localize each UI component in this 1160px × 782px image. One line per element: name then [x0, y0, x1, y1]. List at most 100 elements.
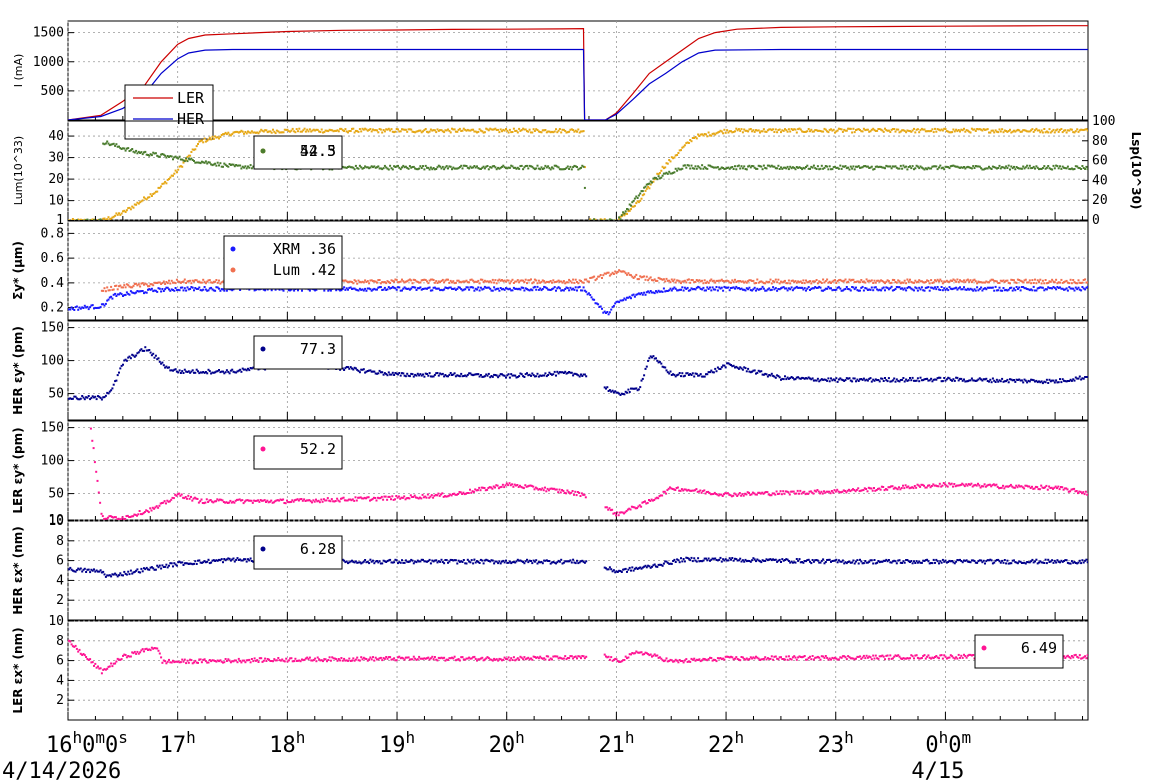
- data-point: [249, 131, 252, 134]
- data-point: [447, 375, 449, 378]
- data-point: [262, 288, 265, 291]
- data-point: [855, 165, 857, 168]
- data-point: [467, 492, 470, 494]
- data-point: [877, 379, 880, 381]
- data-point: [565, 281, 568, 284]
- data-point: [494, 166, 497, 169]
- data-point: [1070, 282, 1073, 285]
- data-point: [961, 166, 964, 169]
- data-point: [851, 380, 854, 383]
- data-point: [1074, 282, 1077, 285]
- data-point: [452, 166, 455, 169]
- data-point: [112, 383, 115, 386]
- data-point: [802, 130, 805, 133]
- data-point: [811, 166, 814, 169]
- data-point: [923, 378, 926, 381]
- data-point: [337, 499, 340, 502]
- data-point: [344, 128, 347, 131]
- data-point: [364, 371, 367, 374]
- data-point: [999, 279, 1002, 282]
- data-point: [578, 279, 581, 282]
- data-point: [548, 130, 551, 133]
- data-point: [349, 166, 352, 169]
- data-point: [599, 218, 602, 220]
- data-point: [682, 280, 685, 283]
- data-point: [207, 368, 210, 371]
- data-point: [798, 127, 801, 130]
- data-point: [225, 369, 228, 372]
- data-point: [709, 493, 712, 496]
- data-point: [447, 167, 449, 170]
- data-point: [628, 273, 631, 276]
- data-point: [137, 513, 140, 516]
- data-point: [433, 129, 436, 132]
- data-point: [223, 372, 226, 375]
- data-point: [199, 162, 202, 165]
- data-point: [130, 515, 133, 518]
- data-point: [760, 165, 763, 168]
- data-point: [938, 128, 940, 131]
- data-point: [129, 516, 132, 518]
- data-point: [569, 492, 571, 495]
- data-point: [200, 498, 203, 501]
- data-point: [830, 282, 832, 284]
- data-point: [751, 130, 754, 133]
- data-point: [1056, 286, 1059, 288]
- data-point: [469, 372, 472, 375]
- data-point: [685, 142, 688, 145]
- data-point: [148, 154, 151, 157]
- data-point: [904, 484, 907, 487]
- data-point: [294, 131, 297, 134]
- data-point: [1050, 486, 1053, 489]
- data-point: [149, 507, 152, 510]
- data-point: [844, 490, 847, 492]
- data-point: [94, 395, 97, 398]
- data-point: [382, 129, 385, 131]
- data-point: [869, 377, 872, 380]
- data-point: [1034, 167, 1036, 170]
- data-point: [402, 164, 405, 167]
- data-point: [358, 371, 361, 374]
- data-point: [361, 127, 364, 130]
- data-point: [926, 377, 929, 380]
- data-point: [569, 165, 572, 168]
- data-point: [1044, 131, 1047, 134]
- data-point: [189, 158, 192, 161]
- data-point: [460, 372, 463, 375]
- data-point: [352, 368, 355, 371]
- data-point: [978, 377, 981, 380]
- data-point: [847, 166, 850, 169]
- data-point: [561, 371, 564, 374]
- data-point: [127, 284, 130, 287]
- data-point: [853, 131, 856, 134]
- y-tick-label: 500: [41, 84, 64, 99]
- data-point: [462, 164, 465, 167]
- data-point: [351, 498, 354, 501]
- data-point: [614, 222, 616, 224]
- series-group: [68, 25, 1088, 120]
- data-point: [622, 270, 625, 273]
- data-point: [1030, 129, 1033, 132]
- legend-box: [253, 335, 343, 370]
- data-point: [1019, 485, 1022, 488]
- data-point: [768, 164, 771, 167]
- data-point: [880, 279, 883, 282]
- data-point: [140, 348, 143, 351]
- data-point: [480, 486, 483, 489]
- data-point: [362, 281, 365, 284]
- data-point: [75, 397, 78, 400]
- data-point: [178, 165, 181, 168]
- data-point: [270, 131, 273, 134]
- data-point: [583, 493, 586, 496]
- data-point: [632, 293, 635, 296]
- data-point: [369, 128, 372, 130]
- data-point: [658, 495, 661, 498]
- data-point: [767, 493, 770, 496]
- data-point: [212, 371, 215, 374]
- data-point: [541, 487, 544, 490]
- data-point: [1006, 167, 1009, 169]
- data-point: [535, 128, 538, 131]
- data-point: [842, 489, 845, 492]
- data-point: [545, 375, 548, 378]
- data-point: [514, 287, 517, 290]
